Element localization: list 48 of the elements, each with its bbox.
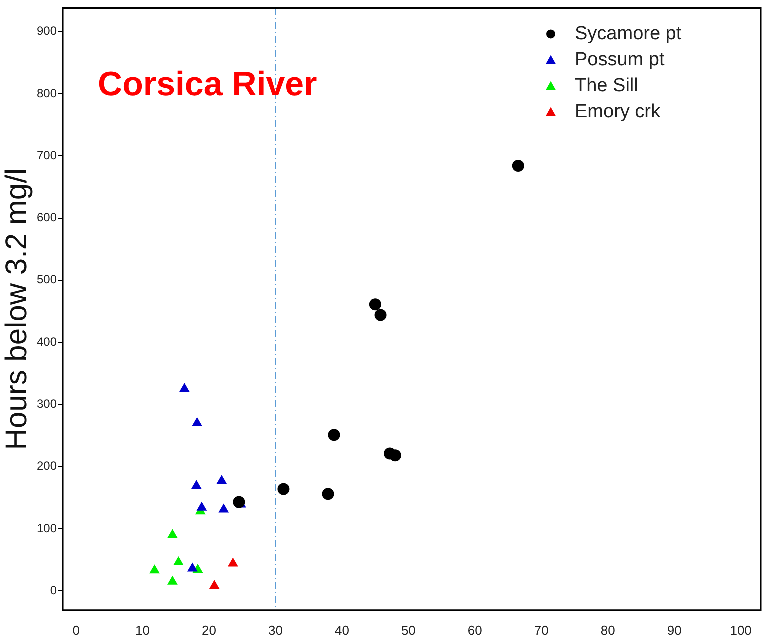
x-tick-label: 20 (202, 622, 216, 638)
point (173, 556, 184, 566)
y-tick-label: 500 (36, 272, 58, 287)
point (369, 298, 382, 311)
point (328, 429, 340, 442)
y-tick-label: 600 (36, 210, 58, 225)
text: Corsica River (98, 66, 318, 104)
legend-label: Possum pt (575, 49, 666, 70)
y-tick-label: 0 (50, 583, 58, 598)
point (374, 309, 387, 322)
x-tick-label: 30 (268, 622, 283, 638)
point (192, 417, 202, 426)
x-tick-label: 40 (334, 622, 350, 638)
point (209, 580, 220, 590)
x-tick-label: 10 (136, 622, 150, 638)
point (216, 475, 228, 484)
y-tick-label: 300 (36, 397, 58, 412)
legend-label: Sycamore pt (575, 23, 682, 44)
point (187, 562, 198, 572)
point (218, 504, 230, 513)
point (168, 576, 178, 585)
x-tick-label: 80 (600, 622, 616, 638)
point (322, 488, 334, 500)
x-tick-label: 50 (401, 622, 416, 638)
point (512, 160, 524, 172)
x-tick-label: 0 (72, 622, 80, 638)
x-tick-label: 60 (468, 622, 482, 638)
point (191, 480, 202, 490)
y-axis-title: Hours below 3.2 mg/l (0, 168, 34, 450)
point (168, 529, 178, 538)
y-tick-label: 200 (36, 459, 58, 474)
point (179, 383, 190, 392)
legend-label: The Sill (575, 75, 638, 96)
y-tick-label: 700 (36, 148, 58, 162)
y-tick-label: 900 (36, 24, 58, 38)
x-tick-label: 100 (730, 622, 752, 638)
legend-label: Emory crk (575, 101, 661, 122)
y-tick-label: 100 (36, 521, 58, 536)
x-tick-label: 90 (667, 622, 682, 638)
point (150, 564, 160, 574)
point (228, 558, 238, 567)
y-tick-label: 800 (36, 86, 58, 100)
point (389, 450, 402, 462)
y-tick-label: 400 (36, 334, 58, 349)
point (233, 496, 246, 508)
point (278, 483, 290, 496)
point (196, 502, 208, 511)
x-tick-label: 70 (534, 622, 549, 638)
